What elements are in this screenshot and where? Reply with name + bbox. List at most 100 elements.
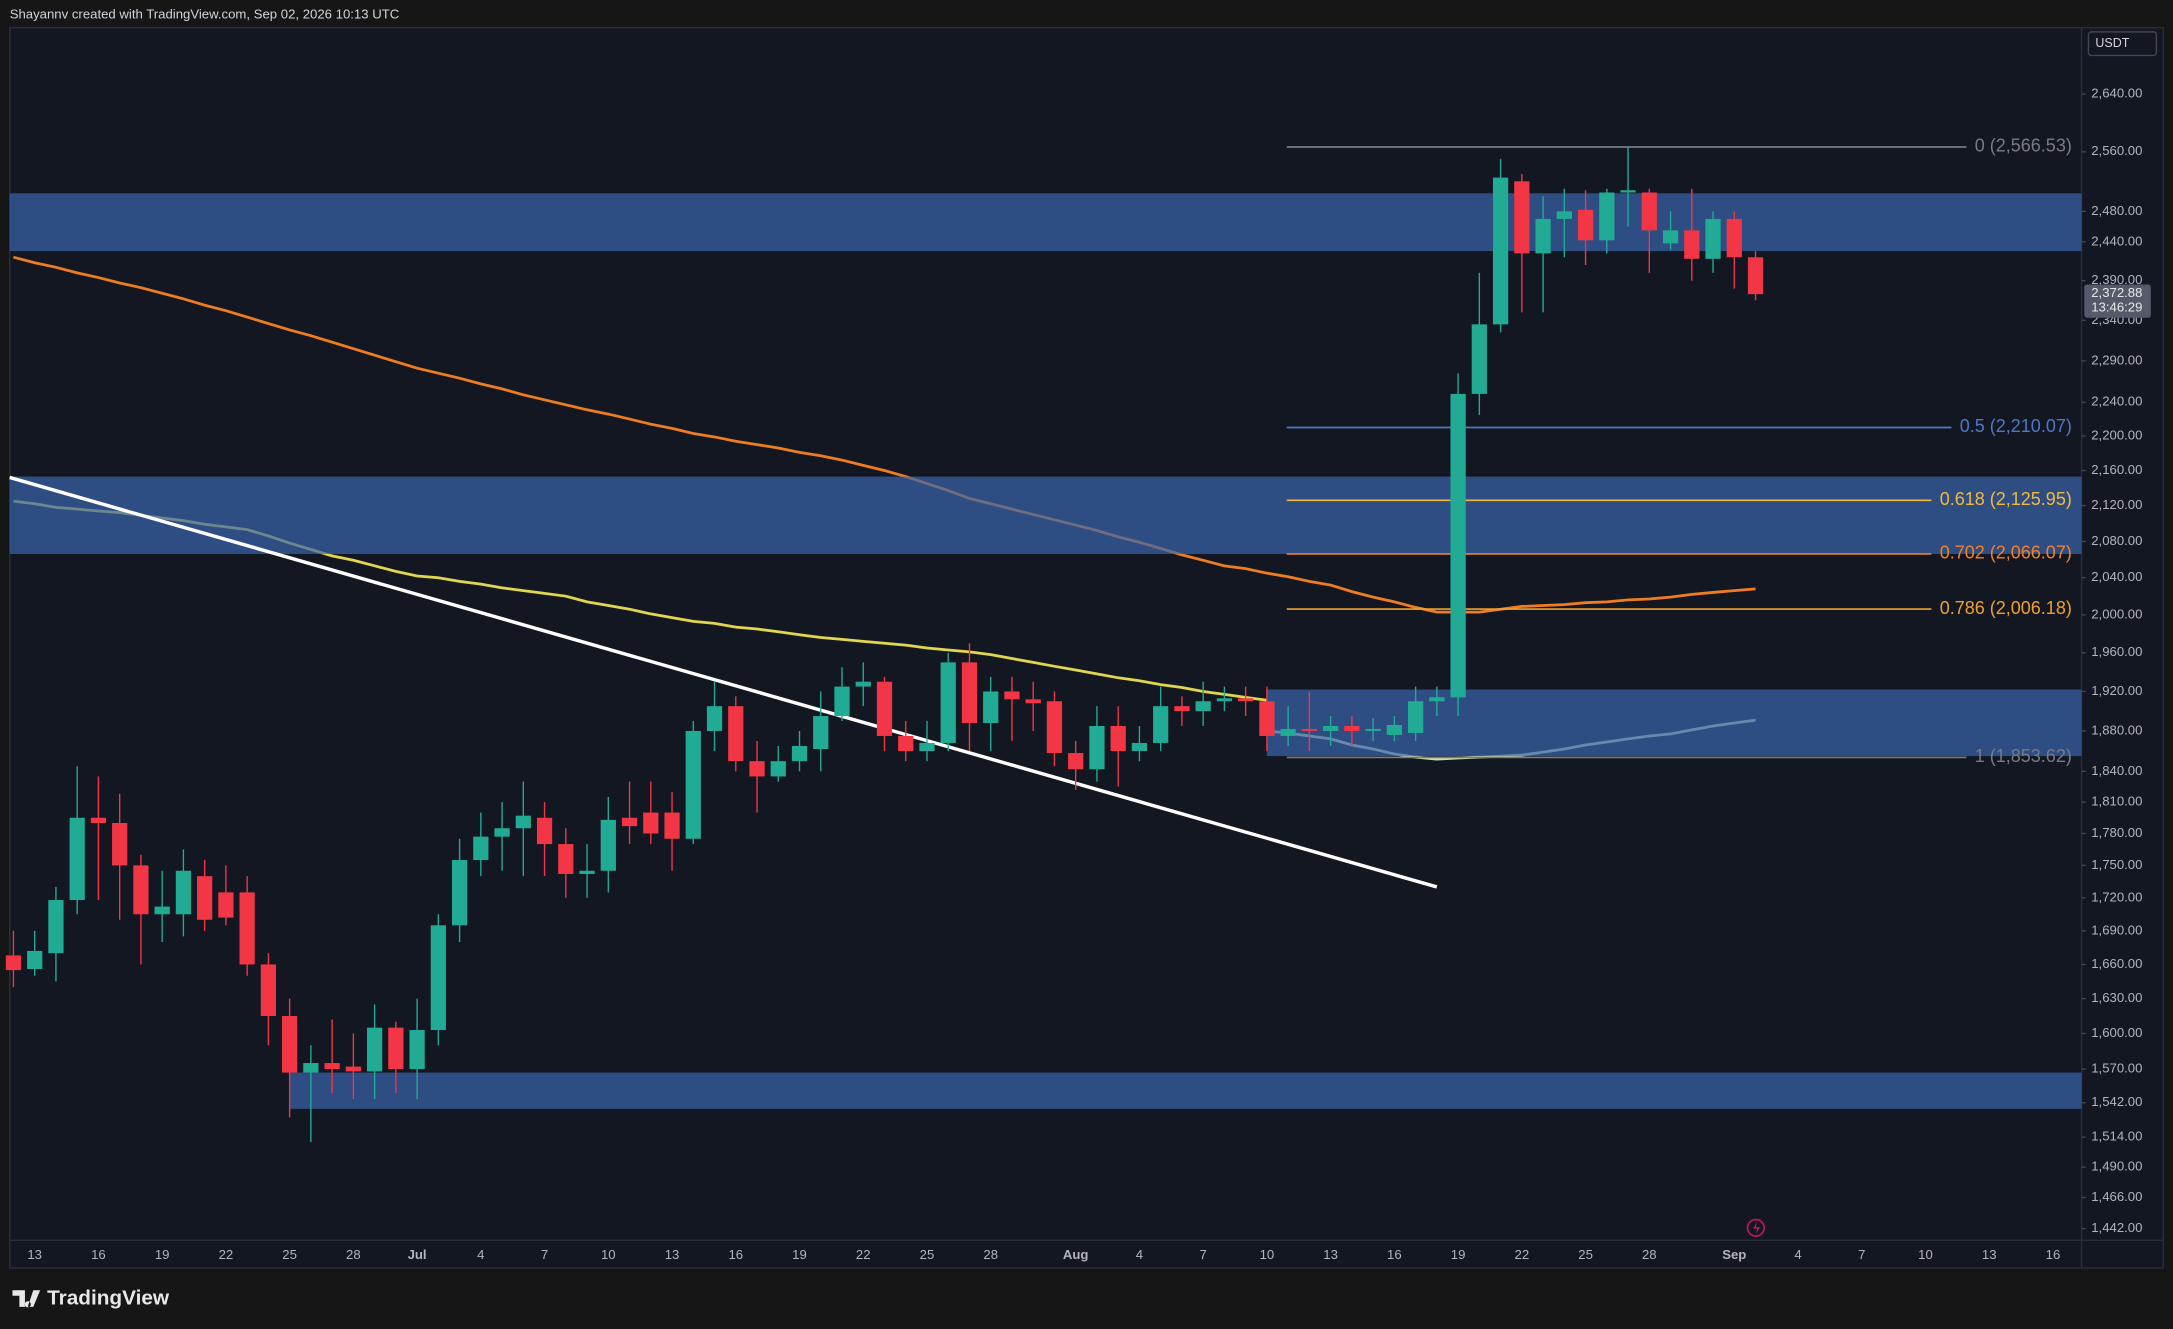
candle-body bbox=[1238, 698, 1254, 702]
x-tick-label: 22 bbox=[856, 1247, 871, 1262]
zone bbox=[1266, 689, 2082, 757]
y-tick-label: 2,080.00 bbox=[2091, 533, 2142, 548]
y-tick-label: 1,720.00 bbox=[2091, 889, 2142, 904]
x-tick-label: 22 bbox=[219, 1247, 234, 1262]
candle-body bbox=[579, 870, 595, 874]
y-tick-label: 1,542.00 bbox=[2091, 1094, 2142, 1109]
candle-body bbox=[770, 761, 786, 777]
candle-body bbox=[133, 865, 149, 915]
y-tick-label: 1,442.00 bbox=[2091, 1220, 2142, 1235]
trendline bbox=[9, 475, 1438, 889]
x-tick-label: 13 bbox=[1982, 1247, 1997, 1262]
candle-body bbox=[1620, 190, 1636, 193]
candle-body bbox=[303, 1063, 319, 1073]
candle-body bbox=[1344, 725, 1360, 731]
candle-body bbox=[558, 844, 574, 874]
y-tick-label: 1,490.00 bbox=[2091, 1159, 2142, 1174]
currency-box bbox=[2087, 31, 2158, 57]
candle-body bbox=[1556, 211, 1572, 219]
candle-body bbox=[749, 761, 765, 777]
candle-body bbox=[919, 742, 935, 752]
candle-body bbox=[409, 1029, 425, 1070]
candle-body bbox=[282, 1016, 298, 1073]
x-tick-label: 13 bbox=[27, 1247, 42, 1262]
candle-body bbox=[791, 745, 808, 762]
candle-body bbox=[1641, 192, 1657, 231]
y-tick-label: 1,840.00 bbox=[2091, 763, 2142, 778]
candle-body bbox=[1280, 728, 1296, 736]
x-tick-label: Aug bbox=[1063, 1247, 1089, 1262]
x-tick-label: 10 bbox=[601, 1247, 616, 1262]
candle-body bbox=[813, 716, 829, 750]
x-tick-label: 4 bbox=[1136, 1247, 1143, 1262]
fib-label: 0.618 (2,125.95) bbox=[1940, 489, 2072, 509]
header: Shayannv created with TradingView.com, S… bbox=[10, 7, 400, 22]
candle-body bbox=[685, 730, 701, 839]
icon-circle bbox=[1746, 1218, 1766, 1237]
x-tick-label: 16 bbox=[2046, 1247, 2061, 1262]
y-tick-label: 2,120.00 bbox=[2091, 497, 2142, 512]
y-tick-label: 1,660.00 bbox=[2091, 956, 2142, 971]
x-tick-label: 28 bbox=[983, 1247, 998, 1262]
candle-body bbox=[1365, 728, 1381, 731]
candle-body bbox=[69, 817, 85, 901]
zone bbox=[9, 476, 2082, 554]
candle-body bbox=[1068, 753, 1084, 770]
replay-icon bbox=[1746, 1218, 1766, 1237]
candle-body bbox=[430, 925, 446, 1030]
y-tick-label: 1,780.00 bbox=[2091, 825, 2142, 840]
candle-body bbox=[154, 906, 170, 915]
candle-body bbox=[706, 706, 723, 731]
candle-body bbox=[1216, 698, 1233, 702]
candle-body bbox=[1492, 177, 1509, 325]
candle-body bbox=[345, 1066, 361, 1072]
candle-body bbox=[90, 817, 107, 823]
y-tick-label: 1,514.00 bbox=[2091, 1129, 2142, 1144]
x-tick-label: 13 bbox=[665, 1247, 680, 1262]
x-tick-label: 28 bbox=[1642, 1247, 1657, 1262]
x-tick-label: 10 bbox=[1260, 1247, 1275, 1262]
candle-body bbox=[1259, 701, 1275, 736]
y-tick-label: 1,920.00 bbox=[2091, 683, 2142, 698]
x-tick-label: 4 bbox=[1794, 1247, 1801, 1262]
logo-text: TradingView bbox=[47, 1287, 170, 1310]
x-tick-label: 25 bbox=[920, 1247, 935, 1262]
x-tick-label: 4 bbox=[477, 1247, 484, 1262]
candle-body bbox=[1599, 192, 1615, 241]
last-price: 2,372.88 bbox=[2091, 285, 2142, 300]
logo: TradingView bbox=[12, 1287, 170, 1310]
countdown: 13:46:29 bbox=[2091, 299, 2142, 314]
y-tick-label: 1,690.00 bbox=[2091, 922, 2142, 937]
candle-body bbox=[1195, 701, 1211, 712]
y-tick-label: 1,880.00 bbox=[2091, 722, 2142, 737]
candle-body bbox=[1301, 728, 1318, 731]
x-tick-label: 7 bbox=[1858, 1247, 1865, 1262]
candle-body bbox=[1407, 701, 1424, 733]
y-tick-label: 2,560.00 bbox=[2091, 143, 2142, 158]
y-tick-label: 2,640.00 bbox=[2091, 86, 2142, 101]
candle-body bbox=[1747, 257, 1764, 295]
candle-body bbox=[536, 817, 553, 845]
candle-body bbox=[664, 812, 680, 839]
x-tick-label: 10 bbox=[1918, 1247, 1933, 1262]
x-tick-label: 19 bbox=[1451, 1247, 1466, 1262]
candle-body bbox=[1577, 209, 1594, 241]
candle-body bbox=[1471, 324, 1487, 394]
x-tick-label: 13 bbox=[1323, 1247, 1338, 1262]
candle-body bbox=[983, 691, 999, 723]
fib-label: 0.5 (2,210.07) bbox=[1960, 416, 2072, 436]
y-tick-label: 1,570.00 bbox=[2091, 1060, 2142, 1075]
candle-body bbox=[239, 892, 255, 965]
candle-body bbox=[218, 892, 234, 918]
candle-body bbox=[1705, 218, 1721, 259]
candle-body bbox=[494, 828, 510, 837]
candle-body bbox=[940, 662, 956, 743]
candle-body bbox=[600, 819, 616, 871]
fib-label: 1 (1,853.62) bbox=[1975, 746, 2072, 766]
candle-body bbox=[1153, 706, 1169, 743]
zone bbox=[9, 193, 2082, 252]
candle-body bbox=[1110, 725, 1126, 752]
y-tick-label: 2,040.00 bbox=[2091, 569, 2142, 584]
